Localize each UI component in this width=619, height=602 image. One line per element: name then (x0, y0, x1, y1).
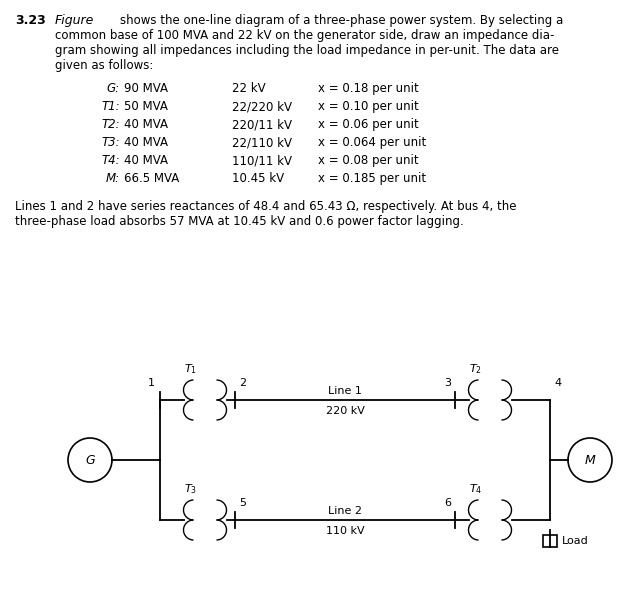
Text: 5: 5 (239, 498, 246, 508)
Text: T3:: T3: (102, 136, 120, 149)
Text: $T_3$: $T_3$ (184, 482, 197, 496)
Text: 50 MVA: 50 MVA (124, 100, 168, 113)
Text: given as follows:: given as follows: (55, 59, 154, 72)
Bar (543, 535, 557, 547)
Text: M: M (584, 453, 595, 467)
Text: 3: 3 (444, 378, 451, 388)
Text: 110/11 kV: 110/11 kV (232, 154, 292, 167)
Text: Line 1: Line 1 (328, 386, 362, 396)
Text: T4:: T4: (102, 154, 120, 167)
Text: shows the one-line diagram of a three-phase power system. By selecting a: shows the one-line diagram of a three-ph… (120, 14, 563, 27)
Text: $T_2$: $T_2$ (469, 362, 482, 376)
Text: 40 MVA: 40 MVA (124, 118, 168, 131)
Text: x = 0.185 per unit: x = 0.185 per unit (318, 172, 426, 185)
Text: $T_4$: $T_4$ (469, 482, 482, 496)
Text: Lines 1 and 2 have series reactances of 48.4 and 65.43 Ω, respectively. At bus 4: Lines 1 and 2 have series reactances of … (15, 200, 516, 213)
Text: 90 MVA: 90 MVA (124, 82, 168, 95)
Text: Load: Load (562, 536, 589, 546)
Text: 40 MVA: 40 MVA (124, 154, 168, 167)
Text: x = 0.08 per unit: x = 0.08 per unit (318, 154, 418, 167)
Text: $T_1$: $T_1$ (184, 362, 197, 376)
Text: 2: 2 (239, 378, 246, 388)
Text: 10.45 kV: 10.45 kV (232, 172, 284, 185)
Text: M:: M: (106, 172, 120, 185)
Text: G: G (85, 453, 95, 467)
Text: common base of 100 MVA and 22 kV on the generator side, draw an impedance dia-: common base of 100 MVA and 22 kV on the … (55, 29, 555, 42)
Text: 110 kV: 110 kV (326, 526, 365, 536)
Text: three-phase load absorbs 57 MVA at 10.45 kV and 0.6 power factor lagging.: three-phase load absorbs 57 MVA at 10.45… (15, 215, 464, 228)
Text: 22/110 kV: 22/110 kV (232, 136, 292, 149)
Text: T1:: T1: (102, 100, 120, 113)
Text: Figure: Figure (55, 14, 94, 27)
Text: 22 kV: 22 kV (232, 82, 266, 95)
Text: 220/11 kV: 220/11 kV (232, 118, 292, 131)
Text: 66.5 MVA: 66.5 MVA (124, 172, 180, 185)
Text: Line 2: Line 2 (328, 506, 362, 516)
Text: 220 kV: 220 kV (326, 406, 365, 416)
Text: gram showing all impedances including the load impedance in per-unit. The data a: gram showing all impedances including th… (55, 44, 559, 57)
Text: x = 0.064 per unit: x = 0.064 per unit (318, 136, 426, 149)
Text: 4: 4 (554, 378, 561, 388)
Text: G:: G: (107, 82, 120, 95)
Text: 6: 6 (444, 498, 451, 508)
Text: x = 0.18 per unit: x = 0.18 per unit (318, 82, 418, 95)
Text: 1: 1 (148, 378, 155, 388)
Text: x = 0.06 per unit: x = 0.06 per unit (318, 118, 418, 131)
Text: 22/220 kV: 22/220 kV (232, 100, 292, 113)
Text: 3.23: 3.23 (15, 14, 46, 27)
Text: x = 0.10 per unit: x = 0.10 per unit (318, 100, 418, 113)
Text: 40 MVA: 40 MVA (124, 136, 168, 149)
Text: T2:: T2: (102, 118, 120, 131)
